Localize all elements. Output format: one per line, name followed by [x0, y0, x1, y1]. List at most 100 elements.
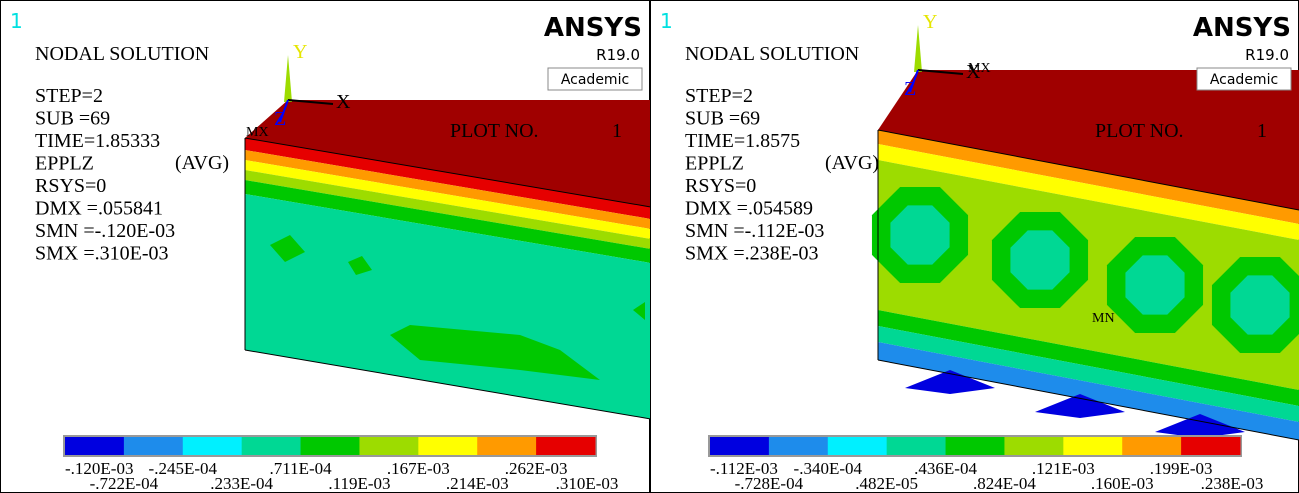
legend-swatch	[1004, 437, 1064, 455]
legend-swatch	[418, 437, 478, 455]
legend-label: .233E-04	[210, 474, 273, 493]
legend-swatch	[123, 437, 184, 455]
window-number: 1	[660, 9, 673, 33]
contour	[1230, 275, 1290, 335]
contour	[905, 370, 995, 394]
legend-swatch	[300, 437, 360, 455]
contour	[878, 342, 1299, 440]
legend-label: -.728E-04	[735, 474, 804, 493]
info-line: RSYS=0	[35, 175, 106, 197]
plot-number: 1	[612, 120, 622, 142]
legend-label: -.340E-04	[794, 459, 863, 478]
legend-swatch	[65, 437, 125, 455]
legend-label: .160E-03	[1091, 474, 1154, 493]
legend-swatch	[827, 437, 888, 455]
contour	[245, 160, 650, 239]
contour	[245, 138, 650, 219]
edge	[877, 129, 1299, 211]
info-line: SMX =.310E-03	[35, 243, 169, 265]
legend-swatch	[768, 437, 829, 455]
legend-label: .238E-03	[1201, 474, 1264, 493]
axis-arrow	[284, 55, 292, 102]
contour	[348, 256, 372, 275]
info-line: SMN =-.112E-03	[685, 220, 824, 242]
brand: ANSYS	[1193, 13, 1291, 43]
legend-swatch	[1063, 437, 1123, 455]
legend-label: -.722E-04	[90, 474, 159, 493]
info-line: SMX =.238E-03	[685, 243, 819, 265]
info-line: RSYS=0	[685, 175, 756, 197]
plot-label: PLOT NO.	[1095, 120, 1184, 142]
contour	[245, 180, 650, 263]
legend-label: .711E-04	[269, 459, 332, 478]
legend-swatch	[477, 437, 537, 455]
axis-label: X	[336, 91, 351, 113]
legend-label: .199E-03	[1150, 459, 1213, 478]
edge	[244, 137, 650, 208]
legend-swatch	[1181, 437, 1241, 455]
axis-z	[279, 99, 289, 123]
contour	[878, 326, 1299, 422]
contour	[390, 325, 600, 380]
info-line: EPPLZ	[35, 153, 94, 175]
contour	[1010, 230, 1070, 290]
contour	[270, 235, 305, 262]
axis-label: X	[966, 61, 981, 83]
info-line: STEP=2	[685, 85, 753, 107]
license-box	[547, 67, 643, 91]
title: NODAL SOLUTION	[685, 43, 859, 65]
avg-label: (AVG)	[175, 152, 229, 174]
legend-label: .167E-03	[387, 459, 450, 478]
avg-label: (AVG)	[825, 152, 879, 174]
info-line: SUB =69	[685, 108, 760, 130]
contour	[878, 310, 1299, 406]
legend-label: .262E-03	[505, 459, 568, 478]
axis-x	[287, 99, 334, 105]
contour	[890, 205, 950, 265]
axis-arrow	[914, 25, 922, 72]
version: R19.0	[1245, 46, 1289, 64]
marker: MN	[1092, 311, 1115, 326]
legend-swatch	[536, 437, 596, 455]
legend-label: .310E-03	[556, 474, 619, 493]
marker: MX	[968, 61, 991, 76]
version: R19.0	[596, 46, 640, 64]
info-line: SMN =-.120E-03	[35, 220, 175, 242]
legend-label: .482E-05	[855, 474, 918, 493]
axis-label: Z	[904, 78, 916, 100]
legend-label: .121E-03	[1032, 459, 1095, 478]
window-number: 1	[10, 9, 23, 33]
license: Academic	[561, 72, 629, 88]
axis-label: Y	[923, 11, 937, 33]
info-line: DMX =.054589	[685, 198, 813, 220]
contour	[245, 170, 650, 249]
legend-label: -.245E-04	[149, 459, 218, 478]
contour	[633, 302, 645, 320]
legend-label: .214E-03	[446, 474, 509, 493]
contour	[1125, 255, 1185, 315]
plot-label: PLOT NO.	[450, 120, 539, 142]
edge	[877, 359, 1299, 441]
legend-label: -.112E-03	[710, 459, 778, 478]
legend-label: .436E-04	[914, 459, 977, 478]
contour	[1155, 414, 1245, 438]
legend-swatch	[182, 437, 243, 455]
axis-label: Y	[293, 41, 307, 63]
legend-swatch	[241, 437, 302, 455]
axis-label: Z	[274, 108, 286, 130]
legend-label: .119E-03	[328, 474, 390, 493]
license: Academic	[1210, 72, 1278, 88]
contour	[878, 144, 1299, 240]
info-line: EPPLZ	[685, 153, 744, 175]
legend-swatch	[710, 437, 770, 455]
marker: MX	[246, 125, 269, 140]
contour	[245, 100, 650, 207]
legend-swatch	[945, 437, 1005, 455]
title: NODAL SOLUTION	[35, 43, 209, 65]
contour	[245, 150, 650, 229]
legend-label: -.120E-03	[65, 459, 133, 478]
axis-x	[917, 69, 964, 75]
